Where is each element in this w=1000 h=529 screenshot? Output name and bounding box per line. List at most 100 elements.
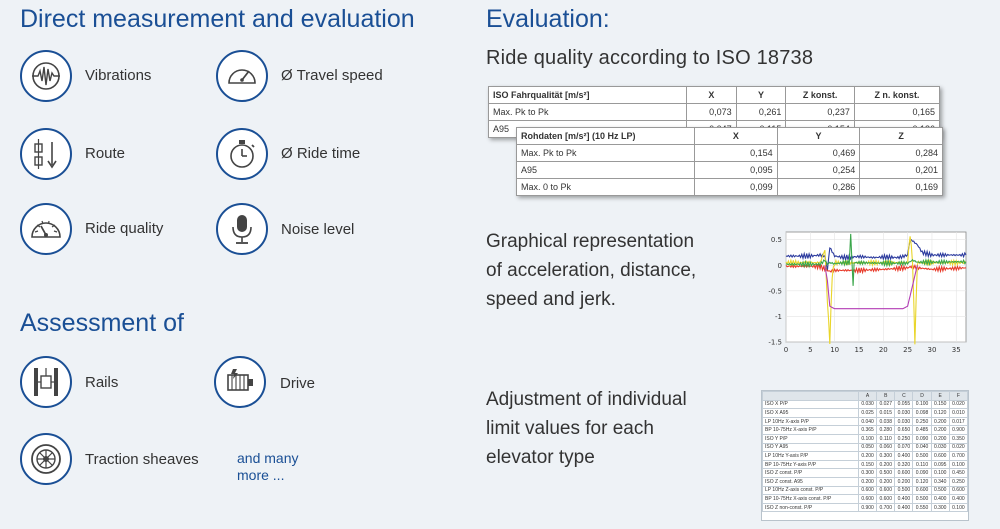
- table-cell: 0.700: [948, 451, 968, 461]
- table-cell: 0.110: [876, 433, 896, 444]
- table-cell: 0.550: [912, 502, 932, 513]
- table-cell: 0.120: [930, 408, 950, 418]
- table-cell: 0.600: [857, 494, 878, 504]
- table-cell: 0.010: [948, 408, 968, 418]
- y-tick-label: 0.5: [771, 236, 782, 244]
- more-line-1: and many: [237, 450, 299, 466]
- x-tick-label: 0: [784, 346, 788, 354]
- table-cell: 0.500: [912, 451, 932, 461]
- table-cell: 0.200: [930, 433, 950, 444]
- series-line: [785, 233, 967, 286]
- table-cell: 0.600: [948, 485, 968, 496]
- table-cell: 0.200: [857, 451, 878, 461]
- table-cell: ISO Y A95: [762, 442, 859, 453]
- table-cell: 0,201: [859, 161, 943, 179]
- table-cell: 0.500: [912, 494, 932, 504]
- table-cell: 0.090: [912, 433, 932, 444]
- gauge-icon: [20, 203, 72, 255]
- table-cell: LP 10Hz Y-axis P/P: [762, 451, 859, 461]
- limits-description-line: elevator type: [486, 447, 595, 468]
- table-cell: 0.600: [930, 451, 950, 461]
- table-cell: 0,254: [776, 161, 861, 179]
- table-cell: ISO X A95: [762, 408, 859, 418]
- x-tick-label: 20: [879, 346, 888, 354]
- table-cell: 0.450: [948, 468, 968, 478]
- stopwatch-icon: [216, 128, 268, 180]
- measurement-heading: Direct measurement and evaluation: [20, 5, 415, 33]
- table-cell: 0.200: [876, 476, 896, 487]
- table-cell: 0.017: [948, 416, 968, 427]
- table-cell: 0.050: [857, 442, 878, 453]
- table-cell: 0.030: [930, 442, 950, 453]
- table-header-cell: A: [857, 391, 878, 401]
- table-cell: LP 10Hz X-axis P/P: [762, 416, 859, 427]
- table-cell: 0.100: [857, 433, 878, 444]
- table-cell: 0.100: [948, 459, 968, 470]
- table-cell: 0.650: [894, 425, 914, 435]
- table-cell: Max. Pk to Pk: [488, 103, 687, 121]
- table-header-cell: Rohdaten [m/s²] (10 Hz LP): [516, 127, 695, 145]
- and-many-more-text: and many more ...: [237, 450, 298, 484]
- assessment-heading: Assessment of: [20, 309, 184, 337]
- table-row: BP 10-75Hz X-axis P/P 0.365 0.280 0.650 0.48…: [762, 425, 968, 435]
- table-cell: 0.200: [894, 476, 914, 487]
- table-row: BP 10-75Hz X-axis const. P/P 0.600 0.600 0.…: [762, 494, 968, 504]
- evaluation-heading: Evaluation:: [486, 5, 610, 33]
- chart-grid: [785, 231, 967, 343]
- ride-quality-title: Ride quality according to ISO 18738: [486, 47, 814, 69]
- travel-speed-label: Ø Travel speed: [281, 67, 383, 84]
- table-cell: 0,284: [859, 144, 943, 162]
- more-line-2: more ...: [237, 467, 285, 483]
- chart-axis: 0 5 10 15 20 25 30 35 0.5 0 -0.5 -1 -1.5: [768, 236, 960, 354]
- raw-data-table: Rohdaten [m/s²] (10 Hz LP) X Y Z Max. Pk…: [516, 127, 943, 196]
- table-cell: 0.365: [857, 425, 878, 435]
- table-cell: ISO Z const. P/P: [762, 468, 859, 478]
- table-cell: 0.600: [876, 485, 896, 496]
- table-cell: 0.098: [912, 408, 932, 418]
- table-cell: 0.600: [912, 485, 932, 496]
- table-row: ISO Y P/P 0.100 0.110 0.250 0.090 0.200 0.350: [762, 433, 968, 444]
- table-cell: 0.400: [894, 494, 914, 504]
- table-row: ISO X A95 0.025 0.015 0.030 0.098 0.120 0.010: [762, 408, 968, 418]
- table-cell: 0.200: [857, 476, 878, 487]
- table-cell: 0.500: [930, 485, 950, 496]
- table-cell: 0.600: [894, 468, 914, 478]
- motor-icon: [214, 356, 266, 408]
- x-tick-label: 5: [808, 346, 812, 354]
- table-cell: 0.100: [930, 468, 950, 478]
- table-cell: 0.900: [948, 425, 968, 435]
- table-cell: 0.020: [948, 399, 968, 410]
- table-cell: ISO X P/P: [762, 399, 859, 410]
- y-tick-label: -1: [775, 313, 782, 321]
- table-cell: ISO Z const. A95: [762, 476, 859, 487]
- table-row: A95 0,095 0,254 0,201: [516, 161, 943, 179]
- table-row: Max. 0 to Pk 0,099 0,286 0,169: [516, 178, 943, 196]
- ride-time-label: Ø Ride time: [281, 145, 361, 162]
- table-cell: 0.280: [876, 425, 896, 435]
- limits-description: Adjustment of individual limit values fo…: [486, 385, 687, 472]
- table-cell: 0.250: [948, 476, 968, 487]
- table-cell: 0.300: [930, 502, 950, 513]
- table-cell: 0.250: [912, 416, 932, 427]
- table-cell: 0.055: [894, 399, 914, 410]
- limits-description-line: Adjustment of individual: [486, 389, 687, 410]
- table-header-cell: D: [912, 391, 932, 401]
- table-cell: 0.600: [876, 494, 896, 504]
- table-cell: 0,073: [686, 103, 737, 121]
- rails-icon: [20, 356, 72, 408]
- noise-level-label: Noise level: [281, 221, 355, 238]
- table-cell: BP 10-75Hz X-axis const. P/P: [762, 494, 859, 504]
- series-line: [785, 236, 967, 345]
- table-cell: 0.040: [912, 442, 932, 453]
- graph-description: Graphical representation of acceleration…: [486, 227, 696, 314]
- y-tick-label: -0.5: [768, 287, 782, 295]
- graph-description-line: Graphical representation: [486, 231, 695, 252]
- table-cell: 0.040: [857, 416, 878, 427]
- table-cell: 0.110: [912, 459, 932, 470]
- table-cell: BP 10-75Hz Y-axis P/P: [762, 459, 859, 470]
- table-cell: 0.200: [930, 416, 950, 427]
- table-header-cell: C: [894, 391, 914, 401]
- table-cell: 0.300: [876, 451, 896, 461]
- table-cell: 0,237: [785, 103, 855, 121]
